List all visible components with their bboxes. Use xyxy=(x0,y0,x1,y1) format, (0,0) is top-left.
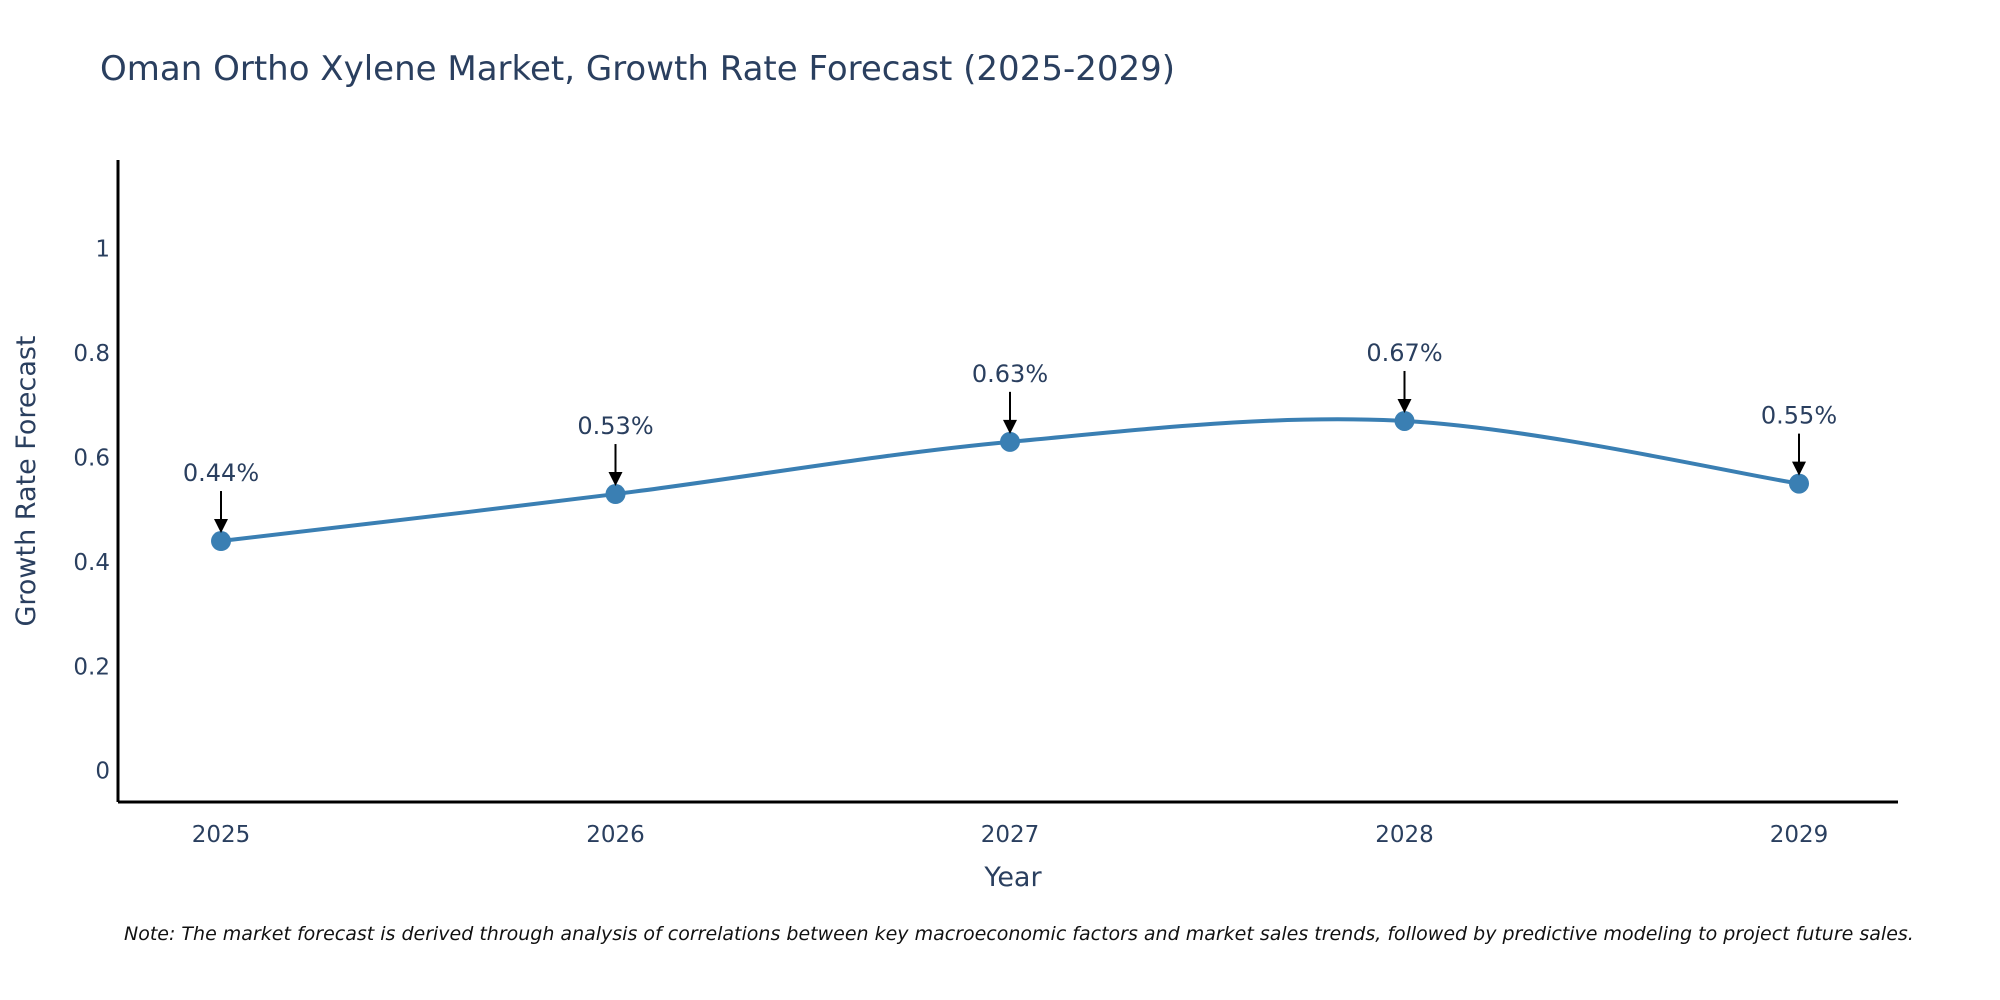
x-tick-label: 2028 xyxy=(1375,822,1434,848)
data-point-2028[interactable] xyxy=(1394,410,1415,431)
chart-note: Note: The market forecast is derived thr… xyxy=(124,923,1914,945)
series-layer xyxy=(211,410,1809,552)
x-tick-label: 2029 xyxy=(1770,822,1829,848)
y-tick-label: 1 xyxy=(95,237,110,263)
data-label-2028: 0.67% xyxy=(1366,339,1442,367)
y-tick-label: 0.6 xyxy=(73,446,110,472)
x-tick-label: 2026 xyxy=(586,822,645,848)
annotation-arrow-head xyxy=(214,519,228,534)
x-axis-ticks: 2025 2026 2027 2028 2029 xyxy=(192,822,1829,848)
annotation-layer: 0.44% 0.53% 0.63% 0.67% 0.55% xyxy=(183,339,1837,534)
y-tick-label: 0 xyxy=(95,759,110,785)
data-point-2027[interactable] xyxy=(1000,431,1020,452)
annotation-arrow-head xyxy=(1003,419,1017,434)
y-axis-ticks: 0 0.2 0.4 0.6 0.8 1 xyxy=(73,237,110,785)
data-point-2026[interactable] xyxy=(605,484,626,505)
chart-title: Oman Ortho Xylene Market, Growth Rate Fo… xyxy=(100,49,1175,89)
y-tick-label: 0.4 xyxy=(73,550,110,576)
data-label-2027: 0.63% xyxy=(972,360,1048,388)
x-tick-label: 2027 xyxy=(981,822,1040,848)
data-point-2025[interactable] xyxy=(211,531,231,552)
y-tick-label: 0.2 xyxy=(73,654,110,680)
y-tick-label: 0.8 xyxy=(73,341,110,367)
y-axis-title: Growth Rate Forecast xyxy=(11,335,42,626)
data-label-2025: 0.44% xyxy=(183,459,259,487)
annotation-arrow-head xyxy=(608,472,623,487)
annotation-arrow-head xyxy=(1792,461,1806,476)
x-axis-title: Year xyxy=(983,862,1042,893)
annotation-arrow-head xyxy=(1397,398,1412,413)
data-label-2029: 0.55% xyxy=(1761,402,1837,430)
x-tick-label: 2025 xyxy=(192,822,251,848)
data-label-2026: 0.53% xyxy=(577,412,653,440)
data-point-2029[interactable] xyxy=(1789,473,1809,494)
